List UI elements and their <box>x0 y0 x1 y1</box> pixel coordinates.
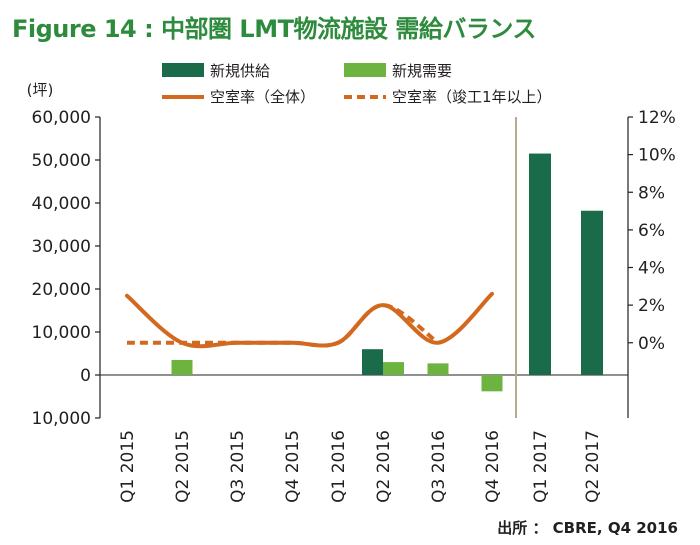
y-tick-label-left: 10,000 <box>32 323 91 343</box>
y-tick-label-right: 10% <box>638 146 676 166</box>
bar-new-demand <box>481 375 503 392</box>
y-tick-label-right: 2% <box>638 296 665 316</box>
bar-new-demand <box>171 359 193 375</box>
y-tick-label-left: 10,000 <box>32 409 91 429</box>
x-tick-label: Q3 2016 <box>429 430 449 503</box>
x-tick-label: Q1 2016 <box>329 430 349 503</box>
x-tick-label: Q2 2016 <box>374 430 394 503</box>
legend-label-vacancy-1yr: 空室率（竣工1年以上） <box>392 88 552 106</box>
bar-new-demand <box>427 363 449 375</box>
bar-new-supply <box>581 210 603 375</box>
x-tick-label: Q3 2015 <box>228 430 248 503</box>
y-tick-label-left: 40,000 <box>32 194 91 214</box>
legend-label-demand: 新規需要 <box>392 62 452 80</box>
y-tick-label-left: 30,000 <box>32 237 91 257</box>
x-tick-label: Q2 2017 <box>583 430 603 503</box>
line-vacancy-total <box>125 291 494 349</box>
legend-label-supply: 新規供給 <box>210 62 270 80</box>
x-tick-label: Q4 2016 <box>483 430 503 503</box>
x-tick-label: Q1 2015 <box>118 430 138 503</box>
y-tick-label-right: 0% <box>638 334 665 354</box>
y-tick-label-right: 12% <box>638 108 676 128</box>
bar-new-demand <box>383 362 404 375</box>
source-note: 出所 ： CBRE, Q4 2016 <box>497 519 678 537</box>
y-tick-label-left: 0 <box>80 366 91 386</box>
x-tick-label: Q2 2015 <box>173 430 193 503</box>
y-tick-label-right: 8% <box>638 183 665 203</box>
figure-title: Figure 14 : 中部圏 LMT物流施設 需給バランス <box>12 15 536 43</box>
legend-swatch-supply <box>162 63 204 77</box>
y-tick-label-right: 4% <box>638 259 665 279</box>
x-tick-label: Q4 2015 <box>283 430 303 503</box>
bar-new-supply <box>529 153 551 375</box>
y-tick-label-left: 20,000 <box>32 280 91 300</box>
legend-label-vacancy-total: 空室率（全体） <box>210 88 315 106</box>
legend: 新規供給 新規需要 空室率（全体） 空室率（竣工1年以上） <box>162 62 552 106</box>
bar-new-supply <box>362 349 383 375</box>
y-tick-label-left: 50,000 <box>32 151 91 171</box>
y-tick-label-left: 60,000 <box>32 108 91 128</box>
x-tick-label: Q1 2017 <box>531 430 551 503</box>
y-tick-label-right: 6% <box>638 221 665 241</box>
legend-swatch-demand <box>344 63 386 77</box>
y-axis-unit-label: (坪) <box>27 81 54 99</box>
